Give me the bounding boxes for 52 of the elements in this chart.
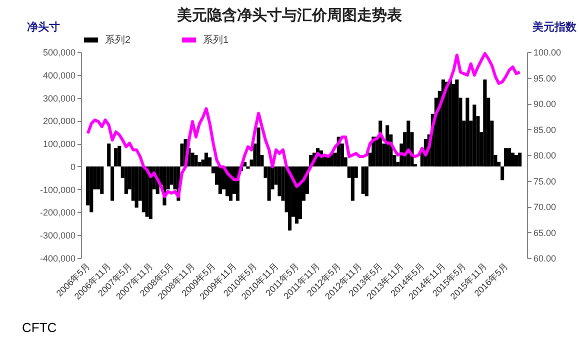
legend-label: 系列2 <box>105 34 131 46</box>
y-axis-title: 净头寸 <box>27 20 60 34</box>
y2-tick-label: 85.00 <box>534 124 556 135</box>
bar <box>455 79 459 166</box>
bar <box>361 166 365 194</box>
bar <box>100 166 104 194</box>
bar <box>500 166 504 180</box>
y-tick-label: -200,000 <box>40 208 76 218</box>
bar <box>256 128 260 166</box>
text: CFTC <box>22 320 57 335</box>
y-tick-label: 100,000 <box>42 139 76 150</box>
y-tick-label: 400,000 <box>42 70 76 80</box>
y-tick-label: -400,000 <box>40 254 76 264</box>
bar <box>134 166 138 208</box>
bar <box>246 166 250 169</box>
y2-tick-label: 65.00 <box>534 228 556 238</box>
bar <box>504 148 508 166</box>
bar <box>90 166 94 212</box>
bar <box>124 166 128 194</box>
bar <box>472 104 476 166</box>
y-tick-label: 300,000 <box>42 93 76 104</box>
y2-tick-label: 60.00 <box>534 254 556 264</box>
y2-tick-label: 100.00 <box>534 48 562 58</box>
bar <box>483 79 487 166</box>
bar <box>110 166 114 201</box>
bar <box>466 98 470 166</box>
bar <box>448 79 452 166</box>
bar <box>518 152 522 166</box>
bar <box>298 166 302 220</box>
bar <box>107 144 111 166</box>
chart-title: 美元隐含净头寸与汇价周图走势表 <box>177 6 402 24</box>
bar <box>350 166 354 201</box>
y2-tick-label: 75.00 <box>534 176 556 186</box>
y2-tick-label: 90.00 <box>534 99 556 109</box>
y2-tick-label: 95.00 <box>534 73 556 84</box>
y2-tick-label: 70.00 <box>534 202 556 212</box>
y-tick-label: 200,000 <box>42 116 76 126</box>
bar <box>194 155 198 166</box>
y-tick-label: -300,000 <box>40 230 76 241</box>
legend-label: 系列1 <box>203 34 229 46</box>
y-tick-label: -100,000 <box>40 184 76 195</box>
bar <box>386 125 390 166</box>
y2-tick-label: 80.00 <box>534 150 556 160</box>
y2-axis-title: 美元指数 <box>532 20 578 34</box>
line-series <box>86 52 522 198</box>
bar <box>218 166 222 194</box>
bar <box>364 166 368 196</box>
bar <box>204 152 208 166</box>
bar <box>118 146 122 166</box>
y-tick-label: 500,000 <box>42 48 76 58</box>
bar <box>114 148 118 166</box>
y-tick-label: 0 <box>70 162 76 172</box>
